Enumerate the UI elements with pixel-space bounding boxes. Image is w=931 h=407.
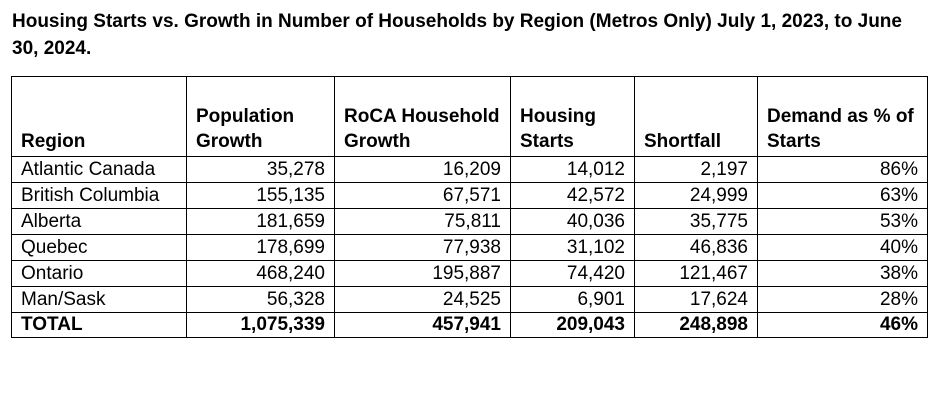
cell-population-growth: 56,328 (186, 286, 335, 313)
cell-shortfall: 46,836 (634, 234, 758, 261)
cell-housing-starts: 14,012 (510, 156, 635, 183)
cell-region: Atlantic Canada (11, 156, 187, 183)
cell-household-growth: 77,938 (334, 234, 511, 261)
cell-housing-starts: 6,901 (510, 286, 635, 313)
table-title: Housing Starts vs. Growth in Number of H… (12, 11, 902, 59)
col-header-population-growth: Population Growth (186, 76, 335, 157)
cell-household-growth: 457,941 (334, 312, 511, 338)
cell-region: Man/Sask (11, 286, 187, 313)
col-header-household-growth: RoCA Household Growth (334, 76, 511, 157)
cell-shortfall: 2,197 (634, 156, 758, 183)
cell-shortfall: 35,775 (634, 208, 758, 235)
cell-housing-starts: 74,420 (510, 260, 635, 287)
cell-shortfall: 248,898 (634, 312, 758, 338)
cell-region: Ontario (11, 260, 187, 287)
housing-table: Region Population Growth RoCA Household … (11, 76, 928, 338)
cell-region: British Columbia (11, 182, 187, 209)
cell-demand-pct: 86% (757, 156, 928, 183)
cell-demand-pct: 38% (757, 260, 928, 287)
cell-demand-pct: 63% (757, 182, 928, 209)
cell-region: Quebec (11, 234, 187, 261)
table-row: British Columbia 155,135 67,571 42,572 2… (11, 182, 928, 209)
cell-household-growth: 16,209 (334, 156, 511, 183)
table-row: Ontario 468,240 195,887 74,420 121,467 3… (11, 260, 928, 287)
cell-demand-pct: 28% (757, 286, 928, 313)
cell-population-growth: 468,240 (186, 260, 335, 287)
cell-housing-starts: 42,572 (510, 182, 635, 209)
cell-household-growth: 24,525 (334, 286, 511, 313)
cell-shortfall: 17,624 (634, 286, 758, 313)
cell-population-growth: 181,659 (186, 208, 335, 235)
col-header-region: Region (11, 76, 187, 157)
table-row: Alberta 181,659 75,811 40,036 35,775 53% (11, 208, 928, 235)
table-row: Quebec 178,699 77,938 31,102 46,836 40% (11, 234, 928, 261)
cell-shortfall: 24,999 (634, 182, 758, 209)
cell-region: Alberta (11, 208, 187, 235)
col-header-shortfall: Shortfall (634, 76, 758, 157)
cell-demand-pct: 40% (757, 234, 928, 261)
cell-population-growth: 155,135 (186, 182, 335, 209)
cell-region: TOTAL (11, 312, 187, 338)
col-header-demand-pct: Demand as % of Starts (757, 76, 928, 157)
cell-population-growth: 35,278 (186, 156, 335, 183)
cell-demand-pct: 53% (757, 208, 928, 235)
cell-population-growth: 1,075,339 (186, 312, 335, 338)
header-row: Region Population Growth RoCA Household … (11, 76, 928, 157)
cell-household-growth: 67,571 (334, 182, 511, 209)
col-header-housing-starts: Housing Starts (510, 76, 635, 157)
cell-household-growth: 195,887 (334, 260, 511, 287)
cell-housing-starts: 209,043 (510, 312, 635, 338)
cell-housing-starts: 40,036 (510, 208, 635, 235)
cell-population-growth: 178,699 (186, 234, 335, 261)
total-row: TOTAL 1,075,339 457,941 209,043 248,898 … (11, 312, 928, 338)
table-row: Atlantic Canada 35,278 16,209 14,012 2,1… (11, 156, 928, 183)
cell-shortfall: 121,467 (634, 260, 758, 287)
table-row: Man/Sask 56,328 24,525 6,901 17,624 28% (11, 286, 928, 313)
cell-demand-pct: 46% (757, 312, 928, 338)
cell-household-growth: 75,811 (334, 208, 511, 235)
cell-housing-starts: 31,102 (510, 234, 635, 261)
